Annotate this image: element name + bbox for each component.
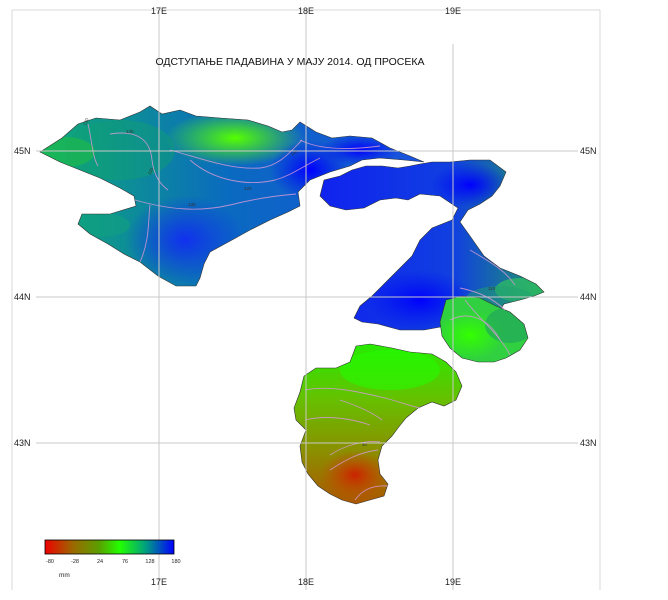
contour-label: 130 — [188, 202, 196, 207]
legend-tick-label: -80 — [46, 559, 54, 565]
legend-tick-label: -28 — [71, 559, 79, 565]
legend-tick-label: 24 — [97, 559, 103, 565]
longitude-label-17e-bottom: 17E — [151, 577, 167, 587]
longitude-label-18e-top: 18E — [298, 6, 314, 16]
contour-label: 130 — [82, 117, 89, 126]
longitude-label-17e-top: 17E — [151, 6, 167, 16]
region-southeast-outline — [439, 295, 529, 363]
contour-label: 110 — [147, 166, 155, 175]
legend-tick-label: 180 — [171, 559, 180, 565]
latitude-label-43n-right: 43N — [580, 438, 597, 448]
latitude-label-44n-left: 44N — [14, 292, 31, 302]
contour-label: 120 — [244, 186, 252, 191]
longitude-label-18e-bottom: 18E — [298, 577, 314, 587]
longitude-label-19e-top: 19E — [445, 6, 461, 16]
latitude-label-45n-left: 45N — [14, 146, 31, 156]
latitude-label-43n-left: 43N — [14, 438, 31, 448]
contour-label: 110 — [488, 286, 496, 291]
longitude-label-19e-bottom: 19E — [445, 577, 461, 587]
region-northwest-outline — [39, 105, 425, 287]
contour-label: 130 — [126, 129, 134, 134]
legend-unit-label: mm — [59, 572, 70, 579]
contour-label: 140 — [290, 148, 299, 157]
graticule — [36, 10, 578, 590]
region-southeast — [440, 296, 528, 362]
legend-tick-label: 128 — [145, 559, 154, 565]
legend: -80 -28 24 76 128 180 mm — [44, 539, 181, 579]
latitude-label-44n-right: 44N — [580, 292, 597, 302]
latitude-label-45n-right: 45N — [580, 146, 597, 156]
region-south-outline — [293, 343, 463, 505]
legend-tick-label: 76 — [122, 559, 128, 565]
map-title: ОДСТУПАЊЕ ПАДАВИНА У МАЈУ 2014. ОД ПРОСЕ… — [155, 56, 424, 68]
contour-label-group: 130 130 110 120 140 130 110 40 — [82, 117, 495, 447]
legend-color-bar — [44, 539, 175, 555]
contour-label: 40 — [362, 442, 368, 447]
region-east — [320, 160, 544, 330]
